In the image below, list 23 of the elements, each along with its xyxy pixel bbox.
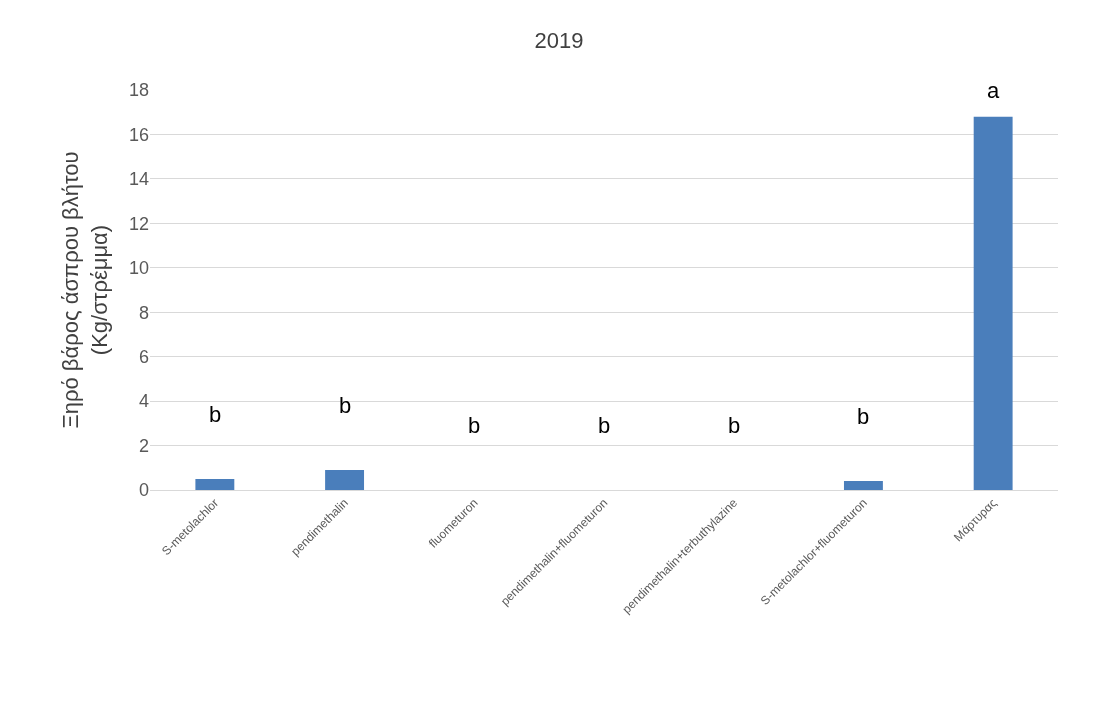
y-tick-label: 14 xyxy=(128,169,149,190)
y-tick-label: 6 xyxy=(138,346,149,367)
annotation: b xyxy=(857,404,870,429)
annotation: b xyxy=(209,402,222,427)
bar xyxy=(843,481,883,490)
annotation: b xyxy=(468,413,481,438)
bar xyxy=(195,478,235,490)
y-axis-title: Ξηρό βάρος άσπρου βλήτου (Kg/στρέμμα) xyxy=(58,151,112,429)
y-tick-label: 4 xyxy=(138,391,149,412)
annotation: b xyxy=(598,413,611,438)
annotation: b xyxy=(728,413,741,438)
bar xyxy=(325,470,365,490)
y-tick-label: 12 xyxy=(128,213,149,234)
y-tick-label: 10 xyxy=(128,258,149,279)
y-tick-label: 16 xyxy=(128,124,149,145)
y-tick-label: 0 xyxy=(138,480,149,501)
y-tick-label: 18 xyxy=(128,80,149,101)
y-tick-label: 2 xyxy=(138,435,149,456)
chart-title: 2019 xyxy=(534,27,584,53)
y-tick-label: 8 xyxy=(138,302,149,323)
bar xyxy=(973,116,1013,490)
annotation: b xyxy=(339,393,352,418)
annotation: a xyxy=(987,78,1000,103)
